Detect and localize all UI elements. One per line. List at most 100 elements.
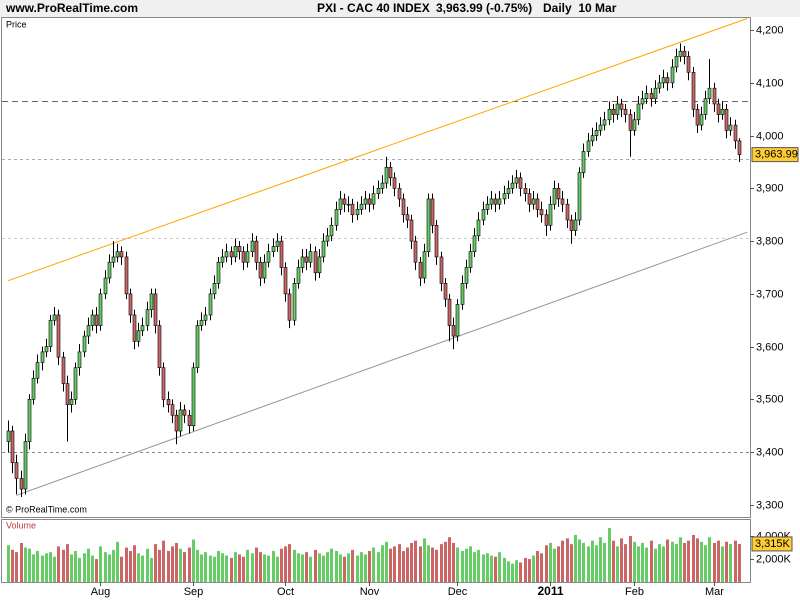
- volume-bar: [158, 549, 161, 582]
- volume-bar: [62, 549, 65, 582]
- candle-body: [565, 203, 570, 221]
- candle-body: [623, 108, 628, 115]
- candle-body: [493, 198, 498, 205]
- volume-bar: [435, 549, 438, 582]
- candle-body: [44, 346, 49, 353]
- candle-body: [287, 293, 292, 321]
- candle-body: [250, 240, 255, 252]
- candle-body: [292, 283, 297, 321]
- volume-bar: [255, 547, 258, 582]
- candle-body: [392, 177, 397, 189]
- candle-body: [544, 214, 549, 226]
- volume-bar: [545, 545, 548, 582]
- volume-bar: [74, 551, 77, 582]
- candle-body: [380, 182, 385, 189]
- volume-bar: [456, 547, 459, 582]
- candle-body: [233, 246, 238, 258]
- volume-bar: [465, 548, 468, 582]
- volume-bar: [414, 540, 417, 582]
- candle-body: [359, 203, 364, 210]
- candle-body: [460, 283, 465, 305]
- candle-body: [514, 177, 519, 184]
- candle-body: [716, 103, 721, 115]
- candle-body: [619, 103, 624, 110]
- volume-bar: [87, 548, 90, 582]
- volume-bar: [188, 547, 191, 582]
- volume-bar: [595, 545, 598, 582]
- volume-bar: [288, 544, 291, 582]
- y-tick-label: 4,000: [756, 130, 784, 142]
- candle-body: [733, 124, 738, 142]
- volume-bar: [427, 545, 430, 582]
- candle-body: [653, 87, 658, 100]
- candle-body: [170, 404, 175, 416]
- volume-bar: [431, 547, 434, 582]
- volume-bar: [78, 557, 81, 582]
- volume-bar: [574, 534, 577, 582]
- candle-body: [602, 119, 607, 126]
- candle-body: [220, 256, 225, 263]
- candle-body: [308, 251, 313, 263]
- candle-body: [195, 325, 200, 369]
- candle-body: [640, 98, 645, 105]
- candle-body: [103, 277, 108, 295]
- volume-bar: [692, 534, 695, 582]
- volume-bar: [230, 557, 233, 582]
- candle-body: [439, 256, 444, 284]
- volume-bar: [116, 541, 119, 582]
- candle-body: [724, 108, 729, 131]
- candle-body: [77, 351, 82, 369]
- volume-bar: [515, 560, 518, 582]
- volume-y-tick-label: 2,000K: [756, 553, 792, 565]
- volume-bar: [95, 559, 98, 582]
- volume-bar: [322, 555, 325, 582]
- candle-body: [539, 209, 544, 216]
- trend-line: [16, 231, 748, 496]
- volume-bar: [200, 554, 203, 582]
- volume-bar: [112, 549, 115, 582]
- candle-body: [607, 108, 612, 121]
- candle-body: [313, 251, 318, 274]
- volume-bar: [540, 553, 543, 582]
- candle-body: [229, 251, 234, 258]
- candle-body: [665, 77, 670, 84]
- candle-body: [182, 409, 187, 416]
- candle-body: [98, 293, 103, 326]
- candle-body: [73, 367, 78, 400]
- volume-bar: [20, 542, 23, 582]
- volume-bar: [175, 542, 178, 582]
- candle-body: [506, 188, 511, 194]
- candle-body: [577, 172, 582, 221]
- volume-bar: [372, 547, 375, 582]
- candle-body: [443, 283, 448, 300]
- y-tick-label: 3,400: [756, 446, 784, 458]
- candle-body: [548, 203, 553, 226]
- volume-bar: [393, 546, 396, 582]
- candle-body: [552, 188, 557, 205]
- volume-bar: [444, 541, 447, 582]
- candle-body: [569, 219, 574, 231]
- volume-bar: [473, 552, 476, 582]
- volume-bar: [616, 546, 619, 582]
- candle-body: [510, 182, 515, 189]
- volume-bar: [419, 546, 422, 582]
- candle-body: [409, 219, 414, 242]
- candle-body: [573, 219, 578, 231]
- candle-body: [691, 72, 696, 110]
- volume-bar: [671, 541, 674, 582]
- candle-body: [535, 198, 540, 210]
- candle-body: [485, 203, 490, 210]
- candle-body: [531, 198, 536, 205]
- volume-bar: [133, 545, 136, 582]
- y-tick-label: 3,600: [756, 341, 784, 353]
- volume-bar: [637, 546, 640, 582]
- candle-body: [23, 441, 28, 490]
- volume-bar: [633, 541, 636, 582]
- volume-bar: [591, 540, 594, 582]
- candle-body: [241, 251, 246, 263]
- candle-body: [594, 130, 599, 136]
- candle-body: [502, 193, 507, 200]
- candle-body: [208, 293, 213, 316]
- volume-bar: [469, 546, 472, 582]
- candle-body: [124, 256, 129, 295]
